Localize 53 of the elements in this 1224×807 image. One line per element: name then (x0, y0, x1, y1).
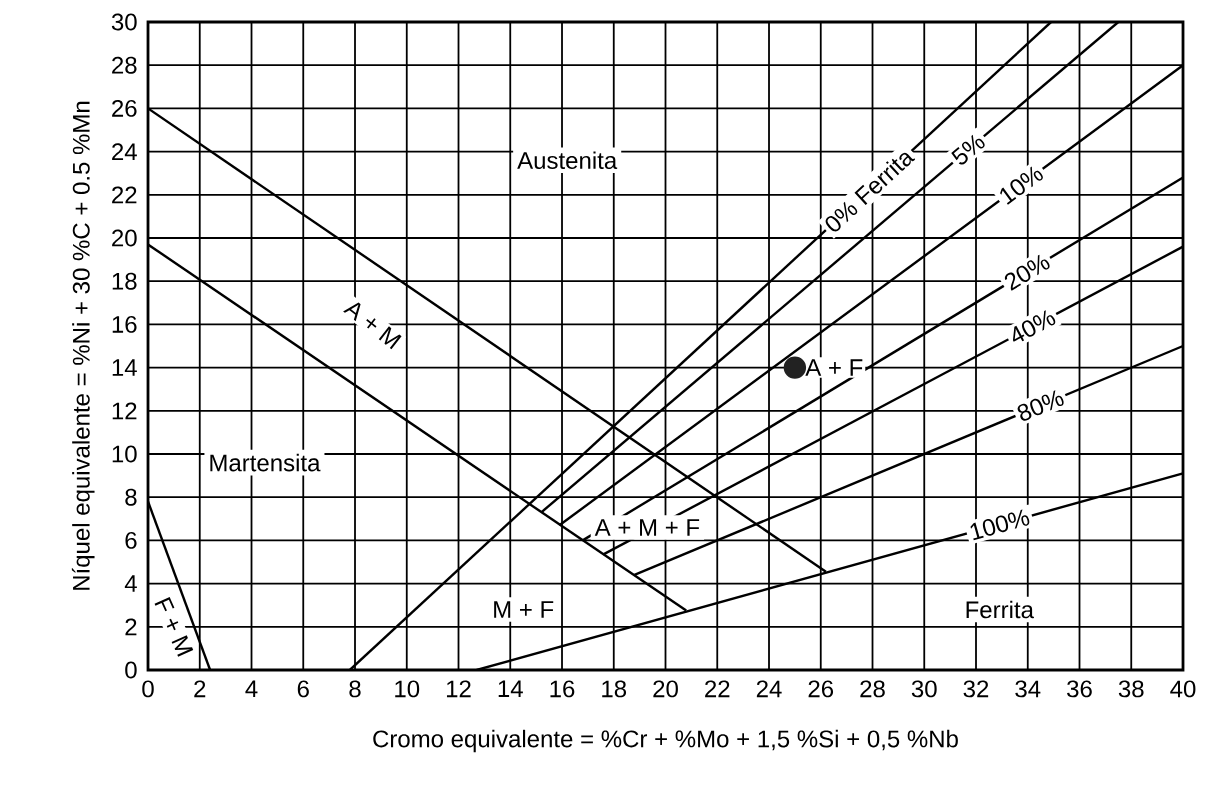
x-tick-label: 32 (963, 680, 989, 698)
x-tick-label: 6 (297, 680, 309, 698)
text: 10% (1000, 166, 1043, 205)
annotation: Austenita (517, 151, 618, 170)
text: 100% (970, 509, 1030, 541)
x-tick-label: 34 (1015, 680, 1041, 698)
x-tick-label: 2 (194, 680, 206, 698)
y-tick-label: 20 (112, 229, 137, 247)
y-tick-label: 26 (112, 99, 137, 117)
x-tick-label: 10 (395, 680, 420, 698)
y-tick-label: 22 (112, 186, 137, 204)
y-tick-label: 24 (112, 143, 137, 160)
x-tick-label: 12 (446, 680, 471, 698)
y-tick-label: 28 (112, 56, 137, 74)
annotation: A + M + F (594, 519, 700, 536)
y-tick-label: 14 (112, 359, 137, 376)
annotation: A + M (343, 302, 402, 350)
x-tick-label: 16 (550, 680, 575, 698)
x-tick-label: 24 (756, 680, 782, 698)
x-axis-title: Cromo equivalente = %Cr + %Mo + 1,5 %Si + 0,5 %Nb (373, 729, 958, 753)
text: 80% (1017, 390, 1064, 421)
annotation: Ferrita (966, 600, 1034, 619)
y-tick-label: 10 (112, 445, 137, 463)
annotation: A + F (805, 359, 863, 376)
y-tick-label: 0 (125, 661, 137, 679)
x-tick-label: 38 (1118, 680, 1144, 698)
y-tick-label: 2 (125, 618, 137, 636)
x-tick-label: 8 (349, 680, 361, 698)
y-axis-title: Níquel equivalente = %Ni + 30 %C + 0.5 %Mn (71, 101, 95, 590)
text: 20% (1004, 254, 1050, 291)
x-tick-label: 22 (705, 680, 730, 698)
x-tick-label: 28 (860, 680, 885, 698)
x-tick-label: 36 (1067, 680, 1092, 698)
annotation: F + M (154, 596, 194, 657)
text: 5% (951, 134, 985, 165)
y-tick-label: 4 (124, 575, 137, 592)
x-tick-label: 40 (1170, 680, 1196, 698)
y-tick-label: 30 (111, 13, 137, 31)
y-tick-label: 8 (125, 488, 137, 506)
annotation: M + F (494, 601, 554, 618)
x-tick-label: 0 (142, 680, 154, 698)
x-tick-label: 20 (653, 680, 678, 698)
x-tick-label: 4 (245, 680, 258, 697)
x-tick-label: 18 (602, 680, 627, 698)
text: 40% (1012, 310, 1056, 342)
y-tick-label: 18 (112, 272, 137, 290)
x-tick-label: 14 (498, 680, 523, 697)
x-tick-label: 30 (911, 680, 937, 698)
annotation: Martensita (210, 453, 321, 472)
y-tick-label: 6 (125, 531, 137, 549)
x-tick-label: 26 (808, 680, 834, 698)
y-tick-label: 16 (112, 315, 137, 333)
y-tick-label: 12 (112, 402, 137, 420)
